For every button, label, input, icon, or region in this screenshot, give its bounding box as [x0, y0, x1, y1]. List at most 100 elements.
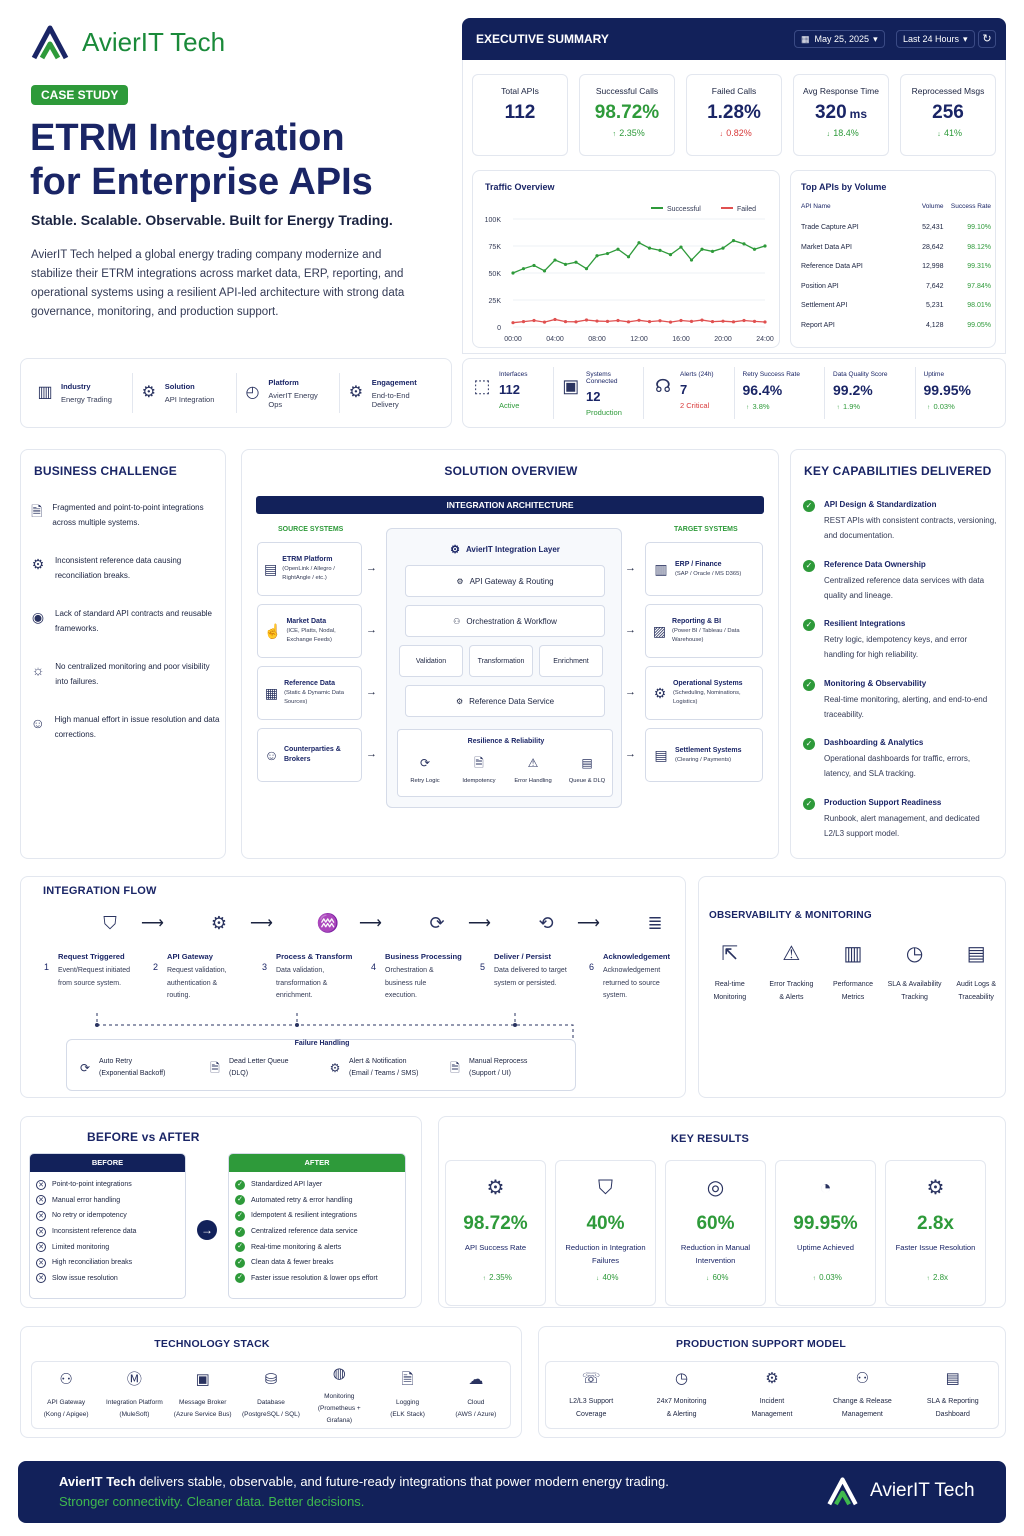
arrow-up-icon: ↑ — [746, 405, 749, 411]
table-cell: 4,128 — [925, 321, 944, 329]
tech-sub: (ELK Stack) — [390, 1410, 425, 1418]
observ-title: Error Tracking — [769, 981, 814, 988]
observ-icon: ▥ — [843, 943, 863, 965]
tech-title: Integration Platform — [106, 1398, 163, 1406]
arrow-up-icon: ↑ — [612, 131, 616, 138]
arrow-right-icon: → — [625, 686, 636, 698]
failure-title: Alert & Notification — [349, 1058, 407, 1065]
result-icon: ◎ — [706, 1177, 725, 1199]
y-tick-label: 50K — [489, 271, 502, 278]
before-item: ✕ High reconciliation breaks — [36, 1255, 179, 1271]
target-name: Operational Systems — [672, 680, 743, 687]
date-picker[interactable]: ▦ May 25, 2025 ▾ — [794, 30, 885, 48]
before-after-card: BEFORE vs AFTER BEFORE ✕ Point-to-point i… — [20, 1116, 422, 1308]
kpi-value-wrap: 320 ms — [794, 102, 888, 124]
stat-value: 112 — [499, 382, 520, 397]
flow-step-number: 3 — [262, 962, 268, 972]
capabilities-title: KEY CAPABILITIES DELIVERED — [804, 464, 992, 478]
resilience-title: Resilience & Reliability — [467, 738, 545, 745]
data-point — [658, 248, 662, 252]
stat-sub-value: 2 Critical — [680, 401, 710, 410]
data-point — [637, 318, 641, 322]
flow-step-icon: ♒ — [316, 913, 340, 933]
kpi-value: 256 — [932, 102, 964, 123]
result-label: API Success Rate — [464, 1243, 527, 1252]
stat-1: ▣ Systems Connected 12 Production — [554, 367, 644, 419]
x-circle-icon: ✕ — [36, 1226, 46, 1237]
after-text: Faster issue resolution & lower ops effo… — [251, 1274, 378, 1282]
table-cell: Report API — [801, 321, 835, 329]
data-point — [763, 244, 767, 248]
result-card: ⚙ 98.72% API Success Rate ↑ 2.35% — [445, 1160, 546, 1306]
data-point — [574, 260, 578, 264]
date-value: May 25, 2025 — [814, 34, 870, 44]
flow-step-icon: ⚙ — [210, 913, 228, 933]
resilience-label: Retry Logic — [410, 778, 440, 784]
resilience-item: ⟳ Retry Logic — [399, 754, 451, 784]
support-icon: ⚇ — [855, 1370, 870, 1387]
data-point — [574, 320, 578, 324]
support-title: 24x7 Monitoring — [656, 1398, 707, 1405]
data-point — [721, 319, 725, 323]
data-point — [584, 318, 589, 322]
support-row-box: ☏ L2/L3 Support Coverage ◷ 24x7 Monitoring & … — [545, 1361, 999, 1429]
tech-sub: (PostgreSQL / SQL) — [242, 1410, 300, 1418]
tech-item: ☁ Cloud (AWS / Azure) — [442, 1370, 510, 1421]
stat-value: 12 — [586, 389, 601, 404]
after-item: ✓ Clean data & fewer breaks — [235, 1255, 399, 1271]
hero-title: ETRM Integration for Enterprise APIs — [30, 116, 373, 204]
table-cell: 7,642 — [925, 282, 944, 290]
kpi-value-wrap: 112 — [473, 102, 567, 124]
source-name: ETRM Platform — [282, 556, 333, 563]
result-delta: ↓ 60% — [666, 1273, 765, 1284]
legend-label: Failed — [737, 206, 756, 213]
tech-title: TECHNOLOGY STACK — [154, 1338, 270, 1350]
source-system: ☺ Counterparties & Brokers — [257, 728, 362, 782]
stat-sub: Active — [499, 401, 528, 410]
target-text: ERP / Finance (SAP / Oracle / MS D365) — [675, 560, 741, 579]
failure-icon: ⟳ — [79, 1061, 91, 1075]
resilience-item: 🗎 Idempotency — [453, 754, 505, 784]
workflow-icon: ⚇ — [453, 616, 461, 626]
result-icon: ⚙ — [486, 1177, 505, 1199]
resilience-item: ⚠ Error Handling — [507, 754, 559, 784]
person-icon: ☺ — [30, 715, 45, 731]
observ-item: ▤ Audit Logs & Traceability — [947, 941, 1005, 1004]
stats-strip: ⬚ Interfaces 112 Active ▣ Systems Connected 12… — [462, 358, 1006, 428]
support-icon: ◷ — [675, 1370, 689, 1387]
support-icon: ⚙ — [765, 1370, 779, 1387]
tech-item: ▣ Message Broker (Azure Service Bus) — [169, 1370, 237, 1421]
stat-4: Data Quality Score 99.2% ↑ 1.9% — [825, 367, 916, 419]
failure-title: Dead Letter Queue — [229, 1058, 289, 1065]
api-gateway-box: ⚙ API Gateway & Routing — [405, 565, 605, 597]
arrow-down-icon: ↓ — [705, 1276, 709, 1282]
arrow-down-icon: ↓ — [719, 131, 723, 138]
result-delta: ↑ 0.03% — [776, 1273, 875, 1284]
result-value: 60% — [696, 1213, 735, 1234]
range-select[interactable]: Last 24 Hours ▾ — [896, 30, 975, 48]
key-results-card: KEY RESULTS ⚙ 98.72% API Success Rate ↑ 2.35… — [438, 1116, 1006, 1308]
x-tick-label: 20:00 — [714, 336, 732, 343]
source-sub: (OpenLink / Allegro / RightAngle / etc.) — [282, 566, 335, 581]
tech-sub: (Kong / Apigee) — [43, 1410, 89, 1418]
footer-brand-inline: AvierIT Tech — [59, 1474, 136, 1489]
tech-icon: Ⓜ — [126, 1370, 142, 1388]
data-point — [710, 320, 715, 324]
flow-step-desc: Orchestration & business rule execution. — [385, 967, 434, 999]
target-system: ▥ ERP / Finance (SAP / Oracle / MS D365) — [645, 542, 763, 596]
before-text: Manual error handling — [52, 1196, 121, 1204]
capability-text: Production Support Readiness Runbook, ale… — [824, 798, 999, 841]
arrow-up-icon: ↑ — [836, 405, 840, 411]
check-icon: ✓ — [803, 619, 815, 631]
refresh-icon[interactable]: ↻ — [978, 30, 996, 48]
kpi-label: Avg Response Time — [803, 86, 879, 96]
after-item: ✓ Faster issue resolution & lower ops eff… — [235, 1271, 399, 1287]
stat-body: Systems Connected 12 Production — [586, 371, 635, 417]
gauge-icon: ◴ — [245, 384, 260, 401]
hero-tagline: Stable. Scalable. Observable. Built for … — [31, 212, 393, 228]
resilience-label: Idempotency — [462, 778, 496, 784]
arrow-down-icon: ↓ — [595, 1276, 599, 1282]
x-tick-label: 04:00 — [546, 336, 564, 343]
kpi-value: 1.28% — [707, 102, 761, 123]
after-text: Idempotent & resilient integrations — [251, 1212, 357, 1220]
